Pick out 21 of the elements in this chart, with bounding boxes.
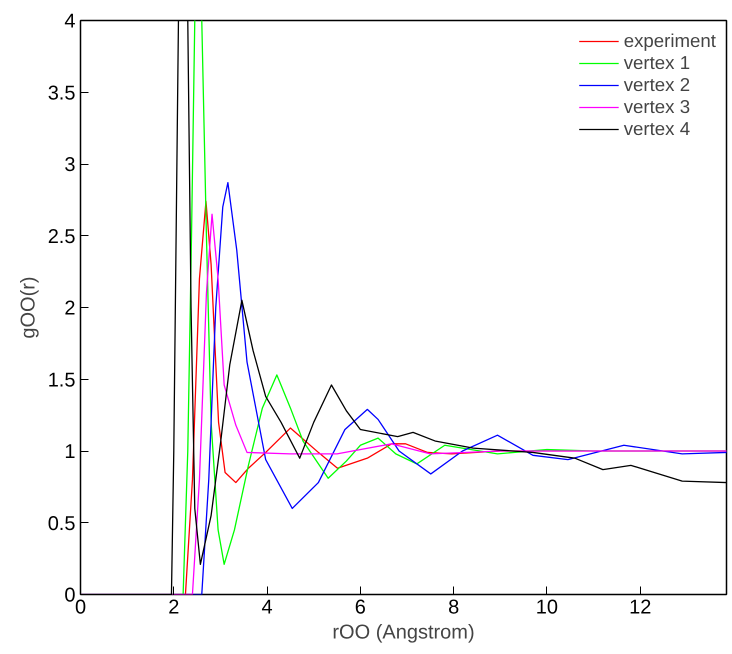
legend-label: vertex 1	[624, 52, 690, 74]
y-tick-label: 1.5	[48, 369, 76, 392]
y-tick-label: 0.5	[48, 512, 76, 535]
x-tick-label: 2	[168, 596, 180, 618]
y-tick-label: 2	[64, 298, 76, 320]
y-tick-label: 2.5	[48, 226, 76, 248]
x-tick-label: 10	[536, 596, 558, 618]
legend-label: vertex 3	[624, 96, 690, 118]
y-tick-label: 1	[64, 441, 76, 463]
legend-label: experiment	[624, 30, 716, 52]
y-tick-label: 4	[64, 10, 76, 32]
x-tick-label: 4	[262, 596, 273, 618]
x-tick-label: 12	[629, 596, 652, 618]
x-tick-label: 8	[448, 596, 460, 618]
y-tick-label: 3	[64, 154, 76, 176]
legend-label: vertex 4	[624, 118, 690, 140]
x-tick-label: 6	[354, 596, 366, 618]
legend-label: vertex 2	[624, 74, 690, 96]
y-axis-title: gOO(r)	[18, 276, 40, 339]
x-axis-title: rOO (Angstrom)	[332, 622, 475, 644]
y-tick-label: 3.5	[48, 82, 76, 104]
